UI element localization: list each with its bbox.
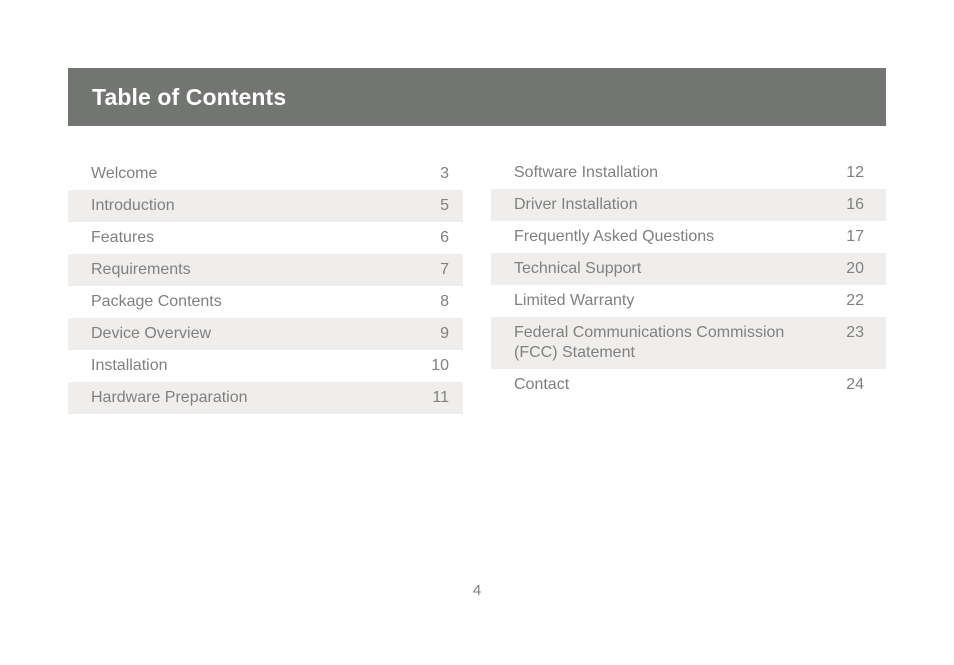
toc-entry-title: Driver Installation [514, 196, 638, 213]
toc-entry-title: Technical Support [514, 260, 642, 277]
toc-entry[interactable]: Hardware Preparation 11 [68, 382, 463, 414]
toc-entry[interactable]: Federal Communications Commission (FCC) … [491, 317, 886, 369]
toc-entry[interactable]: Technical Support 20 [491, 253, 886, 285]
toc-entry-page: 5 [440, 197, 449, 214]
toc-entry-title: Installation [91, 357, 168, 374]
toc-entry-page: 9 [440, 325, 449, 342]
toc-entry-page: 11 [432, 389, 449, 406]
toc-entry-title: Limited Warranty [514, 292, 635, 309]
toc-entry-page: 23 [846, 324, 864, 341]
toc-entry[interactable]: Welcome 3 [68, 158, 463, 190]
toc-entry-title: Device Overview [91, 325, 212, 342]
page-title: Table of Contents [92, 83, 287, 110]
toc-entry[interactable]: Software Installation 12 [491, 157, 886, 189]
toc-entry[interactable]: Requirements 7 [68, 254, 463, 286]
toc-column-left: Welcome 3 Introduction 5 Features 6 Requ… [68, 158, 463, 414]
toc-entry-page: 24 [846, 376, 864, 393]
toc-entry[interactable]: Frequently Asked Questions 17 [491, 221, 886, 253]
toc-entry-title: Frequently Asked Questions [514, 228, 715, 245]
toc-entry-page: 16 [846, 196, 864, 213]
toc-entry-page: 20 [846, 260, 864, 277]
toc-entry-title: Hardware Preparation [91, 389, 248, 406]
toc-entry-title: Introduction [91, 197, 175, 214]
toc-entry-page: 3 [440, 165, 449, 182]
toc-entry-title: Contact [514, 376, 570, 393]
toc-entry-page: 17 [846, 228, 864, 245]
toc-entry-page: 22 [846, 292, 864, 309]
toc-entry[interactable]: Device Overview 9 [68, 318, 463, 350]
toc-entry[interactable]: Limited Warranty 22 [491, 285, 886, 317]
toc-entry-title: Software Installation [514, 164, 659, 181]
toc-entry[interactable]: Installation 10 [68, 350, 463, 382]
toc-entry[interactable]: Features 6 [68, 222, 463, 254]
toc-entry-title: Requirements [91, 261, 191, 278]
toc-entry-page: 6 [440, 229, 449, 246]
toc-entry-page: 7 [440, 261, 449, 278]
toc-entry[interactable]: Contact 24 [491, 369, 886, 401]
page-number: 4 [472, 582, 482, 599]
toc-entry-title: Federal Communications Commission (FCC) … [514, 324, 785, 361]
toc-entry[interactable]: Package Contents 8 [68, 286, 463, 318]
toc-entry-page: 12 [846, 164, 864, 181]
toc-entry-title: Package Contents [91, 293, 222, 310]
toc-header: Table of Contents [68, 68, 886, 126]
toc-entry[interactable]: Driver Installation 16 [491, 189, 886, 221]
toc-entry-page: 8 [440, 293, 449, 310]
toc-column-right: Software Installation 12 Driver Installa… [491, 157, 886, 401]
toc-entry-title: Welcome [91, 165, 158, 182]
toc-entry[interactable]: Introduction 5 [68, 190, 463, 222]
toc-entry-page: 10 [431, 357, 449, 374]
toc-entry-title: Features [91, 229, 155, 246]
